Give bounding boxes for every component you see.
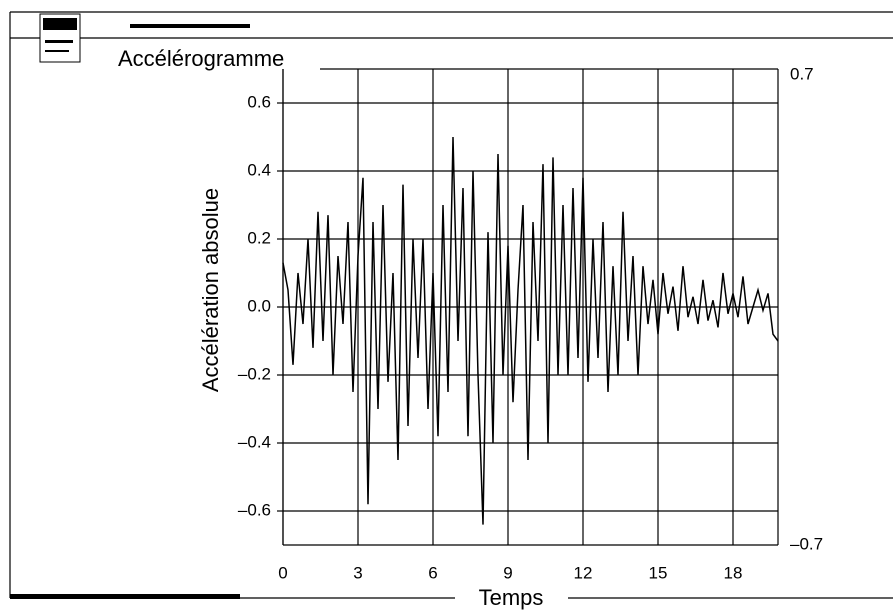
chart-title: Accélérogramme [118,46,284,71]
logo-mark [45,40,73,43]
y-tick-label: 0.6 [247,92,271,111]
y-tick-label: 0.0 [247,296,271,315]
y2-tick-label: –0.7 [790,534,823,553]
blurred-caption [10,594,240,599]
y-axis-label: Accélération absolue [198,188,223,392]
logo [39,13,81,63]
y-tick-label: –0.6 [238,500,271,519]
x-tick-label: 18 [724,563,743,582]
x-tick-label: 0 [278,563,287,582]
x-tick-label: 9 [503,563,512,582]
logo-mark [45,50,69,52]
y-tick-label: –0.2 [238,364,271,383]
y2-tick-label: 0.7 [790,64,814,83]
x-axis-label: Temps [479,585,544,610]
x-tick-label: 15 [649,563,668,582]
x-tick-label: 12 [574,563,593,582]
y-tick-label: 0.2 [247,228,271,247]
logo-mark [43,18,77,30]
x-tick-label: 6 [428,563,437,582]
y-tick-label: –0.4 [238,432,271,451]
series-line [282,136,779,525]
blurred-caption [130,24,250,28]
x-tick-label: 3 [353,563,362,582]
y-tick-label: 0.4 [247,160,271,179]
